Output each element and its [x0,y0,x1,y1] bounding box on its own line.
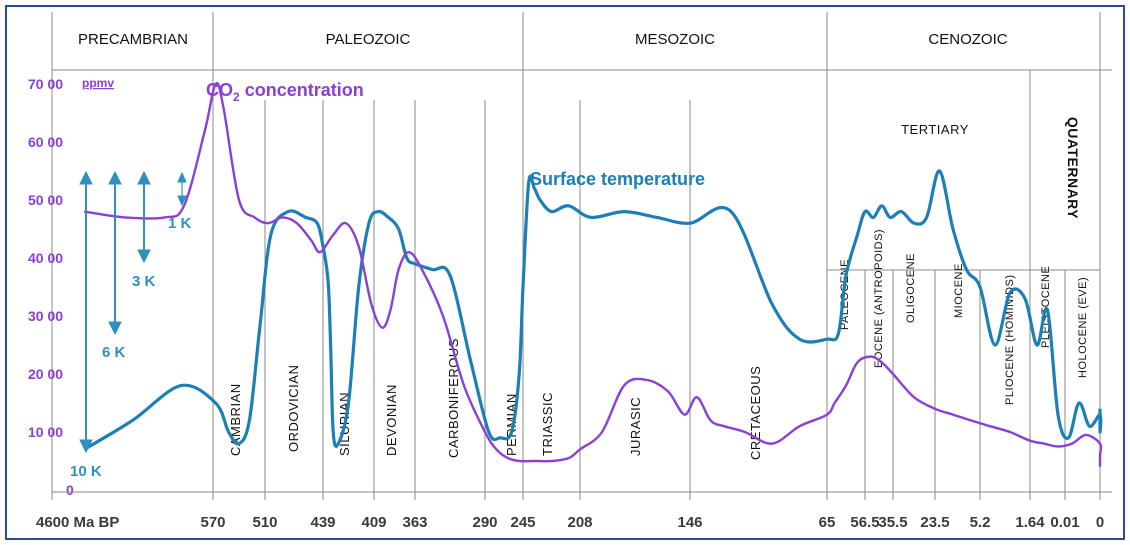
x-tick-label: 208 [567,514,592,531]
era-label-precambrian: PRECAMBRIAN [78,31,188,48]
x-tick-label: 35.5 [878,514,907,531]
x-tick-label: 23.5 [920,514,949,531]
x-tick-label: 1.64 [1015,514,1045,531]
arrow-head-icon [177,171,187,183]
y-tick-label: 40 00 [28,250,63,266]
x-axis: 4600 Ma BP 570 510 439 409 363 290 245 208 146 65 5… [36,492,1104,531]
subdivision-label-quaternary: QUATERNARY [1065,117,1081,219]
epoch-label: HOLOCENE (EVE) [1077,277,1089,378]
arrow-head-icon [137,249,151,264]
period-label-ordovician: ORDOVICIAN [286,365,301,452]
epoch-label: OLIGOCENE [905,253,917,323]
x-tick-label: 0.01 [1050,514,1079,531]
temperature-series-line [83,169,1103,451]
period-label-triassic: TRIASSIC [540,392,555,456]
y-axis: 0 10 00 20 00 30 00 40 00 50 00 60 00 70 00 [28,76,74,498]
arrow-head-icon [79,439,93,454]
arrow-head-icon [108,321,122,336]
period-label-jurasic: JURASIC [628,397,643,456]
delta-label-6k: 6 K [102,344,126,361]
co2-series-line [84,81,1103,467]
delta-label-3k: 3 K [132,273,156,290]
era-label-paleozoic: PALEOZOIC [326,31,411,48]
x-tick-label: 439 [310,514,335,531]
x-tick-label: 363 [402,514,427,531]
co2-series-title: CO2 concentration [206,80,364,104]
subdivision-label-tertiary: TERTIARY [901,122,969,137]
era-label-mesozoic: MESOZOIC [635,31,715,48]
period-label-cambrian: CAMBRIAN [228,383,243,456]
arrow-head-icon [177,195,187,207]
x-tick-label: 245 [510,514,535,531]
temperature-delta-arrows [79,170,187,454]
period-label-devonian: DEVONIAN [384,384,399,456]
period-label-cretaceous: CRETACEOUS [748,366,763,460]
y-tick-label: 70 00 [28,76,63,92]
x-tick-label: 570 [200,514,225,531]
x-tick-label: 290 [472,514,497,531]
temperature-series-title: Surface temperature [530,169,705,189]
y-tick-label: 60 00 [28,134,63,150]
y-tick-label: 20 00 [28,366,63,382]
delta-label-10k: 10 K [70,463,102,480]
epoch-label: EOCENE (ANTROPOIDS) [873,229,885,368]
y-tick-label: 0 [66,482,74,498]
y-tick-label: 10 00 [28,424,63,440]
x-tick-label: 5.2 [970,514,991,531]
arrow-head-icon [79,170,93,185]
arrow-head-icon [137,170,151,185]
x-tick-label: 0 [1096,514,1104,531]
delta-label-1k: 1 K [168,215,192,232]
y-tick-label: 30 00 [28,308,63,324]
x-tick-label: 510 [252,514,277,531]
x-tick-label: 146 [677,514,702,531]
y-axis-unit: ppmv [82,76,114,90]
epoch-label: MIOCENE [953,263,965,318]
arrow-head-icon [108,170,122,185]
x-tick-label: 56.5 [850,514,879,531]
chart-frame [5,5,1125,540]
x-tick-label: 65 [819,514,836,531]
y-tick-label: 50 00 [28,192,63,208]
period-label-carboniferous: CARBONIFEROUS [446,338,461,458]
era-label-cenozoic: CENOZOIC [928,31,1007,48]
x-tick-label: 4600 Ma BP [36,514,119,531]
x-tick-label: 409 [361,514,386,531]
